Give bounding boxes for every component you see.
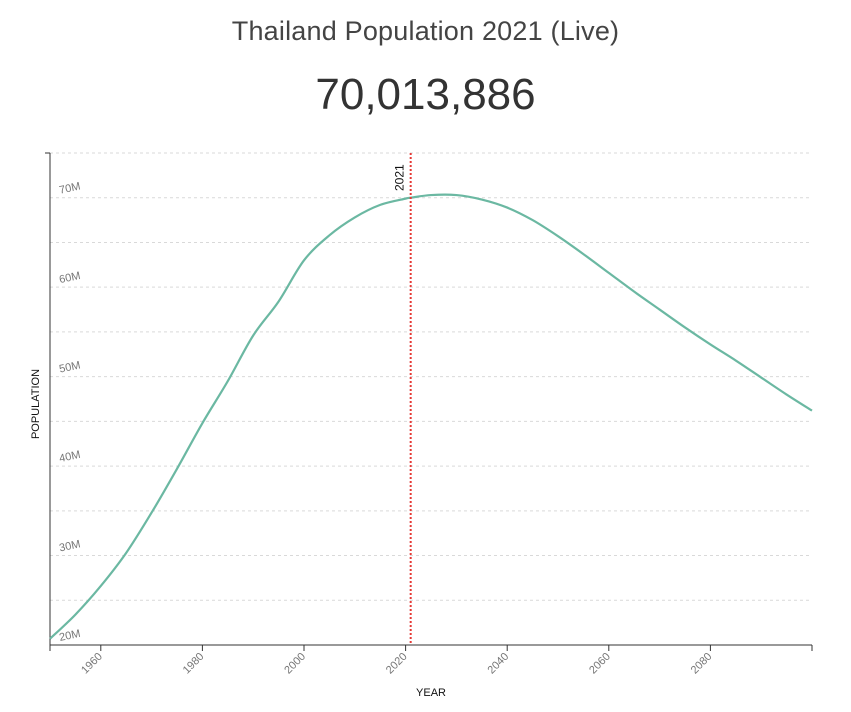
y-tick-label: 30M xyxy=(58,538,81,554)
y-tick-label: 70M xyxy=(58,180,81,196)
axes: 20M 30M 40M 50M 60M 70M 1960 1980 2000 2020 2040 20… xyxy=(45,152,813,677)
y-tick-label: 20M xyxy=(58,628,81,644)
y-tick-label: 60M xyxy=(58,270,81,286)
x-tick-label: 1960 xyxy=(79,651,105,677)
y-tick-label: 40M xyxy=(58,449,81,465)
population-line xyxy=(49,193,813,640)
x-tick-label: 2000 xyxy=(282,651,308,677)
y-tick-label: 50M xyxy=(58,359,81,375)
x-axis-title: YEAR xyxy=(416,687,446,699)
x-tick-label: 2080 xyxy=(689,651,715,677)
page-title: Thailand Population 2021 (Live) xyxy=(231,16,620,46)
x-tick-label: 1980 xyxy=(181,651,207,677)
x-tick-label: 2020 xyxy=(384,651,410,677)
current-year-marker: 2021 xyxy=(393,153,412,645)
y-axis-title: POPULATION xyxy=(30,369,42,439)
x-tick-label: 2060 xyxy=(587,651,613,677)
x-tick-label: 2040 xyxy=(486,651,512,677)
live-population-counter: 70,013,886 xyxy=(315,70,536,119)
grid-lines xyxy=(50,152,812,601)
current-year-label: 2021 xyxy=(393,164,407,191)
plot-area xyxy=(49,193,813,640)
